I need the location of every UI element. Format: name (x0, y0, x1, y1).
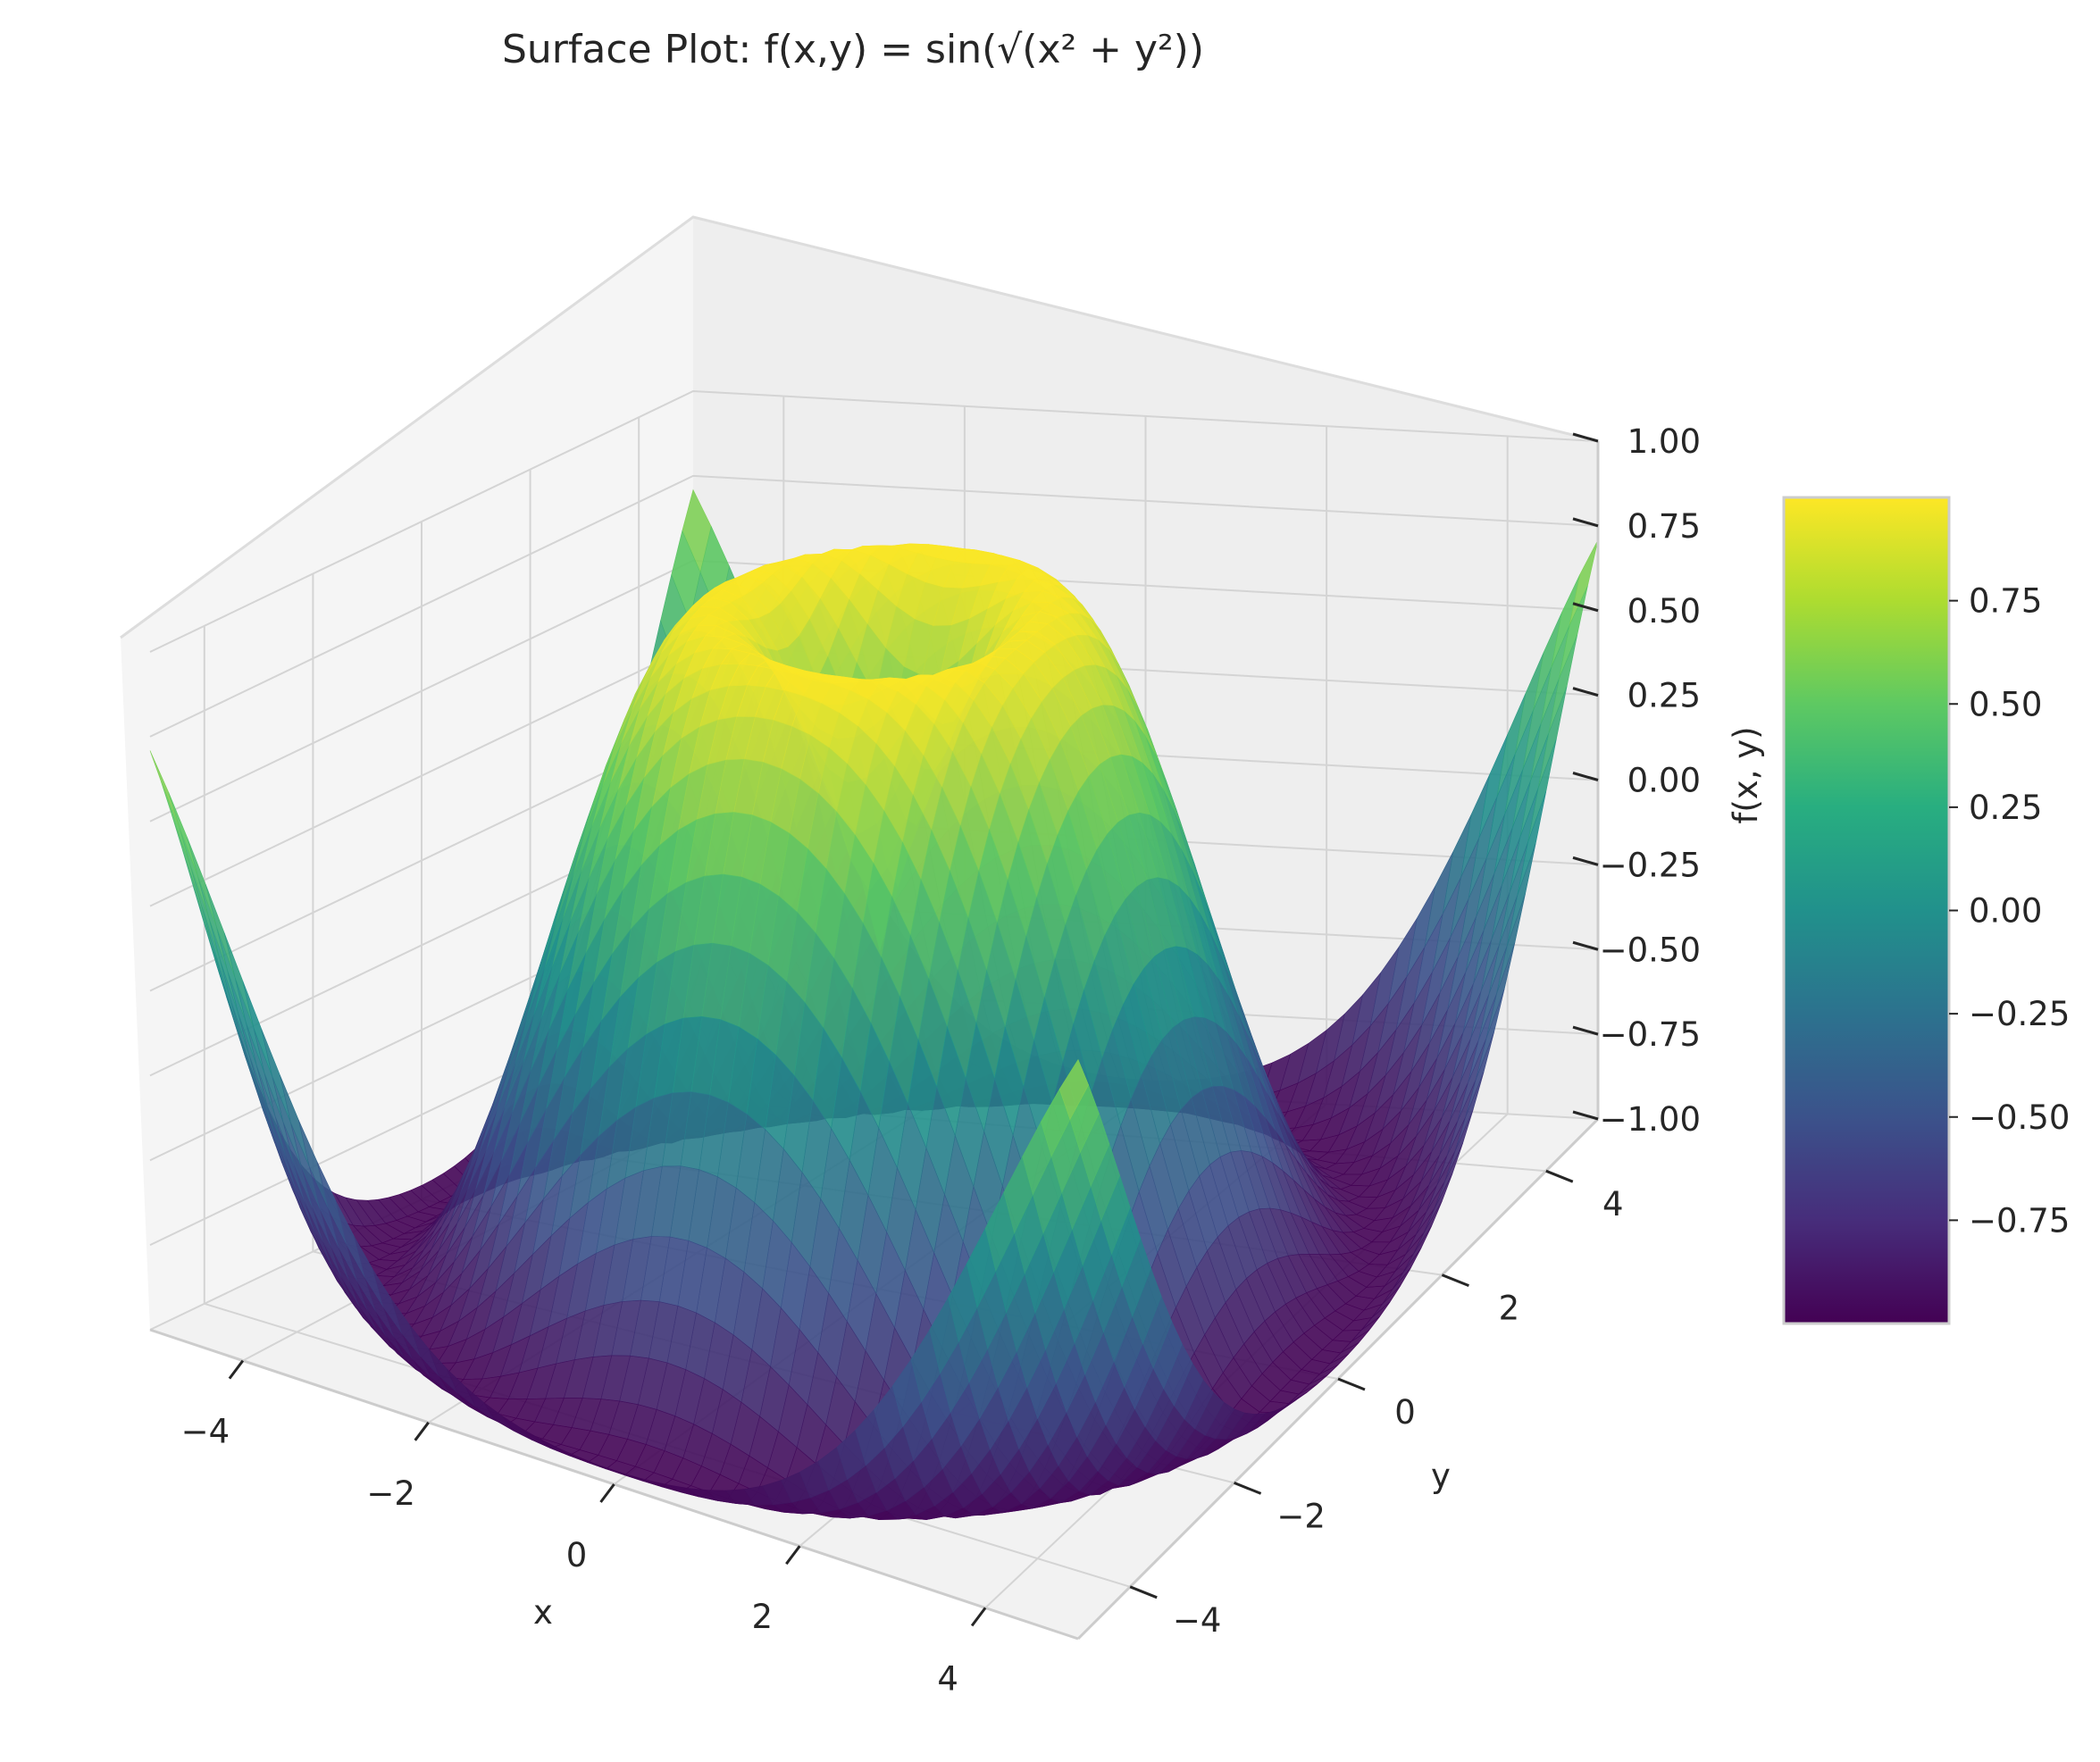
pane-edge-left (120, 215, 1599, 639)
z-tick-label: −1.00 (1600, 1100, 1701, 1139)
z-tick (1572, 687, 1599, 697)
z-tick-label: 0.25 (1627, 677, 1701, 715)
x-tick-label: −4 (181, 1413, 230, 1451)
z-tick (1572, 517, 1599, 528)
z-tick (1572, 856, 1599, 866)
z-tick (1572, 940, 1599, 951)
z-tick (1572, 602, 1599, 613)
y-tick (1129, 1585, 1158, 1599)
z-tick (1572, 1110, 1599, 1121)
y-tick-label: −2 (1276, 1497, 1326, 1535)
colorbar-tick-label: 0.00 (1969, 892, 2042, 931)
colorbar-tick-label: −0.75 (1969, 1201, 2070, 1240)
z-axis-label: f(x, y) (1727, 726, 1765, 823)
colorbar-ticks: −0.75 −0.50 −0.25 0.00 0.25 0.50 0.75 (1949, 582, 2070, 1240)
colorbar-tick-label: 0.75 (1969, 582, 2042, 621)
y-tick (1545, 1169, 1574, 1183)
x-tick (599, 1483, 615, 1503)
z-tick-label: 1.00 (1627, 422, 1701, 461)
z-tick (1572, 432, 1599, 443)
z-tick-label: 0.50 (1627, 592, 1701, 630)
x-tick (970, 1607, 987, 1627)
y-tick (1441, 1273, 1469, 1287)
z-tick-label: −0.75 (1600, 1015, 1701, 1054)
colorbar-tick-label: 0.50 (1969, 685, 2042, 723)
x-tick-label: 0 (566, 1536, 588, 1574)
z-tick (1572, 1025, 1599, 1036)
y-tick (1234, 1482, 1262, 1495)
colorbar-gradient (1782, 496, 1951, 1325)
y-tick-label: 0 (1394, 1393, 1416, 1432)
z-tick-label: 0.00 (1627, 762, 1701, 800)
axis-ticks: −4 −2 0 2 4 −4 −2 0 2 4 −1.00 −0.75 −0.50 −0.25 0.00 0.… (181, 422, 1701, 1698)
z-tick-label: 0.75 (1627, 507, 1701, 546)
surface-plot (149, 489, 1599, 1520)
z-tick (1572, 772, 1599, 781)
gridline-z (149, 389, 1599, 653)
x-tick-label: 4 (937, 1659, 958, 1698)
x-tick-label: 2 (752, 1598, 774, 1636)
y-axis-label: y (1431, 1457, 1451, 1495)
x-axis-label: x (533, 1593, 553, 1632)
colorbar-tick-label: −0.50 (1969, 1098, 2070, 1137)
y-tick-label: 2 (1499, 1290, 1520, 1328)
chart-title: Surface Plot: f(x,y) = sin(√(x² + y²)) (502, 27, 1204, 72)
surface-patch (1058, 1058, 1089, 1121)
gridline-z (149, 474, 1599, 738)
x-tick (228, 1359, 245, 1380)
y-tick-label: −4 (1173, 1601, 1222, 1640)
x-tick (414, 1421, 430, 1441)
colorbar-tick-label: 0.25 (1969, 789, 2042, 827)
colorbar: −0.75 −0.50 −0.25 0.00 0.25 0.50 0.75 (1782, 496, 2070, 1325)
colorbar-tick-label: −0.25 (1969, 995, 2070, 1033)
axes-3d: −4 −2 0 2 4 −4 −2 0 2 4 −1.00 −0.75 −0.50 −0.25 0.00 0.… (120, 215, 1765, 1698)
x-tick (785, 1545, 801, 1566)
y-tick (1337, 1377, 1366, 1391)
z-tick-label: −0.50 (1600, 931, 1701, 969)
z-tick-label: −0.25 (1600, 846, 1701, 884)
y-tick-label: 4 (1602, 1185, 1624, 1223)
x-tick-label: −2 (366, 1474, 415, 1513)
